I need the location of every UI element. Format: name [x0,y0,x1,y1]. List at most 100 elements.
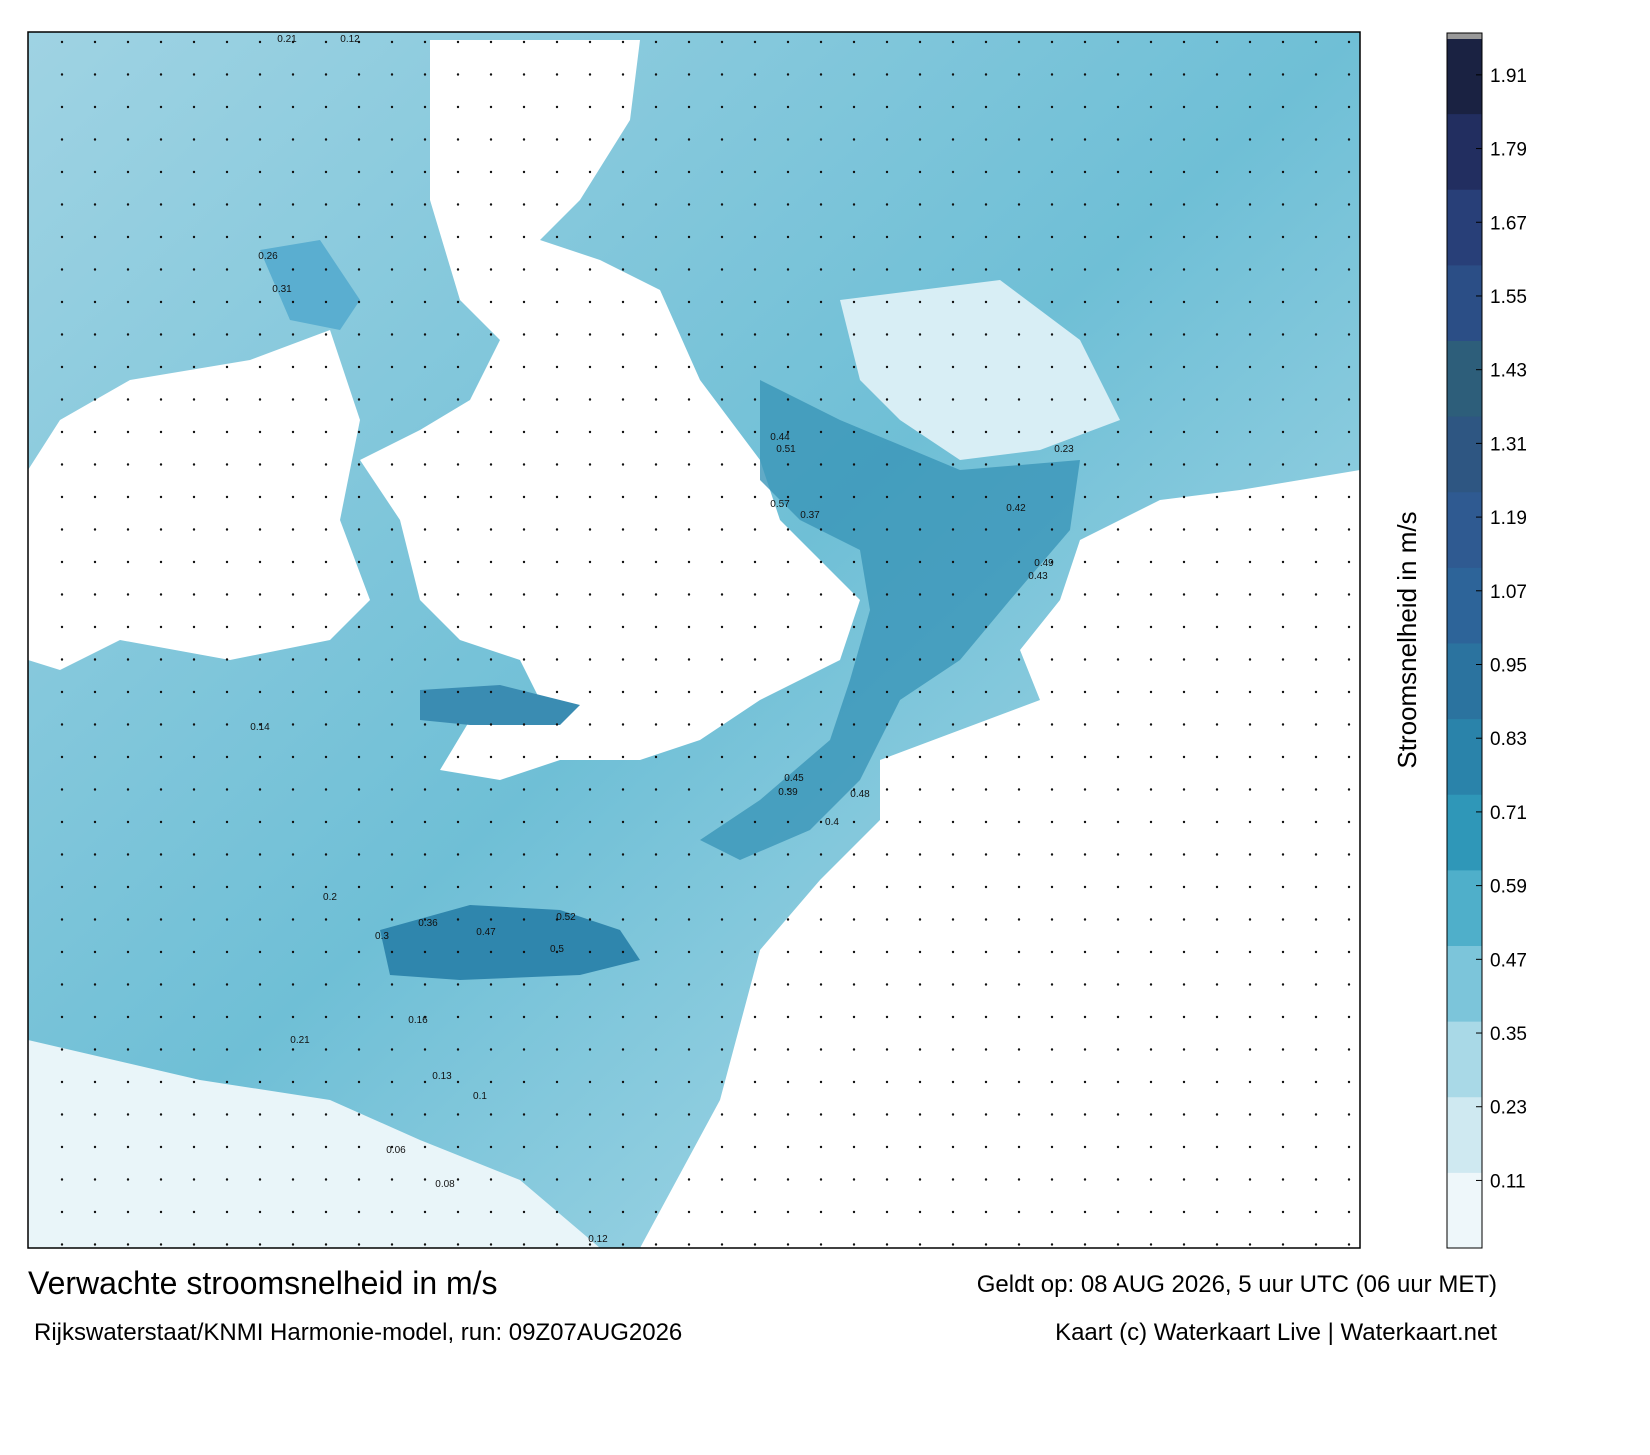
grid-dot [258,170,262,174]
grid-dot [1281,528,1285,531]
grid-dot [1182,658,1186,661]
colorbar-tick-label: 1.07 [1490,582,1527,603]
grid-dot [1017,235,1021,239]
grid-dot [753,40,757,44]
grid-dot [555,1048,559,1051]
grid-dot [258,203,262,206]
grid-dot [489,788,493,791]
grid-dot [1050,560,1054,564]
grid-dot [1083,268,1087,271]
grid-dot [885,40,889,44]
grid-dot [984,333,988,336]
grid-dot [60,820,64,824]
grid-dot [258,1048,262,1051]
grid-dot [951,950,955,954]
grid-dot [225,40,229,44]
grid-dot [753,593,757,596]
grid-dot [1281,853,1285,856]
grid-dot [786,1080,790,1084]
grid-dot [588,528,592,531]
grid-dot [291,300,295,304]
grid-dot [456,1243,460,1246]
grid-dot [720,1210,724,1214]
grid-dot [588,820,592,824]
colorbar-tick-label: 1.55 [1490,287,1527,308]
grid-dot [1281,40,1285,44]
grid-dot [852,983,856,986]
grid-dot [258,593,262,596]
grid-dot [1017,723,1021,726]
grid-dot [1314,203,1318,206]
grid-dot [885,593,889,596]
grid-dot [687,1243,691,1246]
grid-dot [522,950,526,954]
grid-dot [192,268,196,271]
grid-dot [192,1145,196,1149]
grid-dot [324,365,328,369]
grid-dot [819,1145,823,1149]
grid-dot [93,495,97,499]
grid-dot [1149,300,1153,304]
grid-dot [885,1178,889,1181]
grid-dot [588,1210,592,1214]
grid-dot [786,723,790,726]
grid-dot [753,690,757,694]
grid-dot [753,918,757,921]
grid-dot [555,528,559,531]
grid-dot [1347,658,1351,661]
grid-dot [60,560,64,564]
grid-dot [621,755,625,759]
grid-dot [1248,170,1252,174]
grid-dot [93,690,97,694]
grid-dot [1050,398,1054,401]
grid-dot [60,300,64,304]
grid-dot [1281,333,1285,336]
grid-dot [687,983,691,986]
grid-dot [753,333,757,336]
grid-dot [885,528,889,531]
grid-dot [1281,885,1285,889]
grid-dot [1149,723,1153,726]
grid-dot [951,1080,955,1084]
grid-dot [456,463,460,466]
grid-dot [489,950,493,954]
grid-dot [1017,203,1021,206]
grid-dot [291,690,295,694]
grid-dot [93,430,97,434]
grid-dot [324,1243,328,1246]
grid-dot [588,1015,592,1019]
colorbar-cap [1447,33,1482,39]
grid-dot [984,105,988,109]
grid-dot [423,495,427,499]
grid-dot [291,1015,295,1019]
grid-dot [489,1243,493,1246]
grid-dot [390,463,394,466]
grid-dot [984,755,988,759]
grid-dot [1314,820,1318,824]
grid-dot [159,593,163,596]
grid-dot [753,495,757,499]
grid-dot [1314,333,1318,336]
grid-dot [1215,1015,1219,1019]
speed-label: 0.21 [290,1035,310,1046]
grid-dot [522,463,526,466]
grid-dot [786,853,790,856]
grid-dot [786,333,790,336]
grid-dot [951,885,955,889]
grid-dot [984,1080,988,1084]
grid-dot [555,1113,559,1116]
grid-dot [555,1145,559,1149]
grid-dot [918,1243,922,1246]
grid-dot [918,1145,922,1149]
grid-dot [786,430,790,434]
grid-dot [1017,430,1021,434]
grid-dot [357,203,361,206]
grid-dot [192,820,196,824]
grid-dot [126,1178,130,1181]
grid-dot [423,333,427,336]
grid-dot [1149,853,1153,856]
grid-dot [687,1210,691,1214]
grid-dot [951,463,955,466]
grid-dot [1281,1048,1285,1051]
grid-dot [786,1015,790,1019]
